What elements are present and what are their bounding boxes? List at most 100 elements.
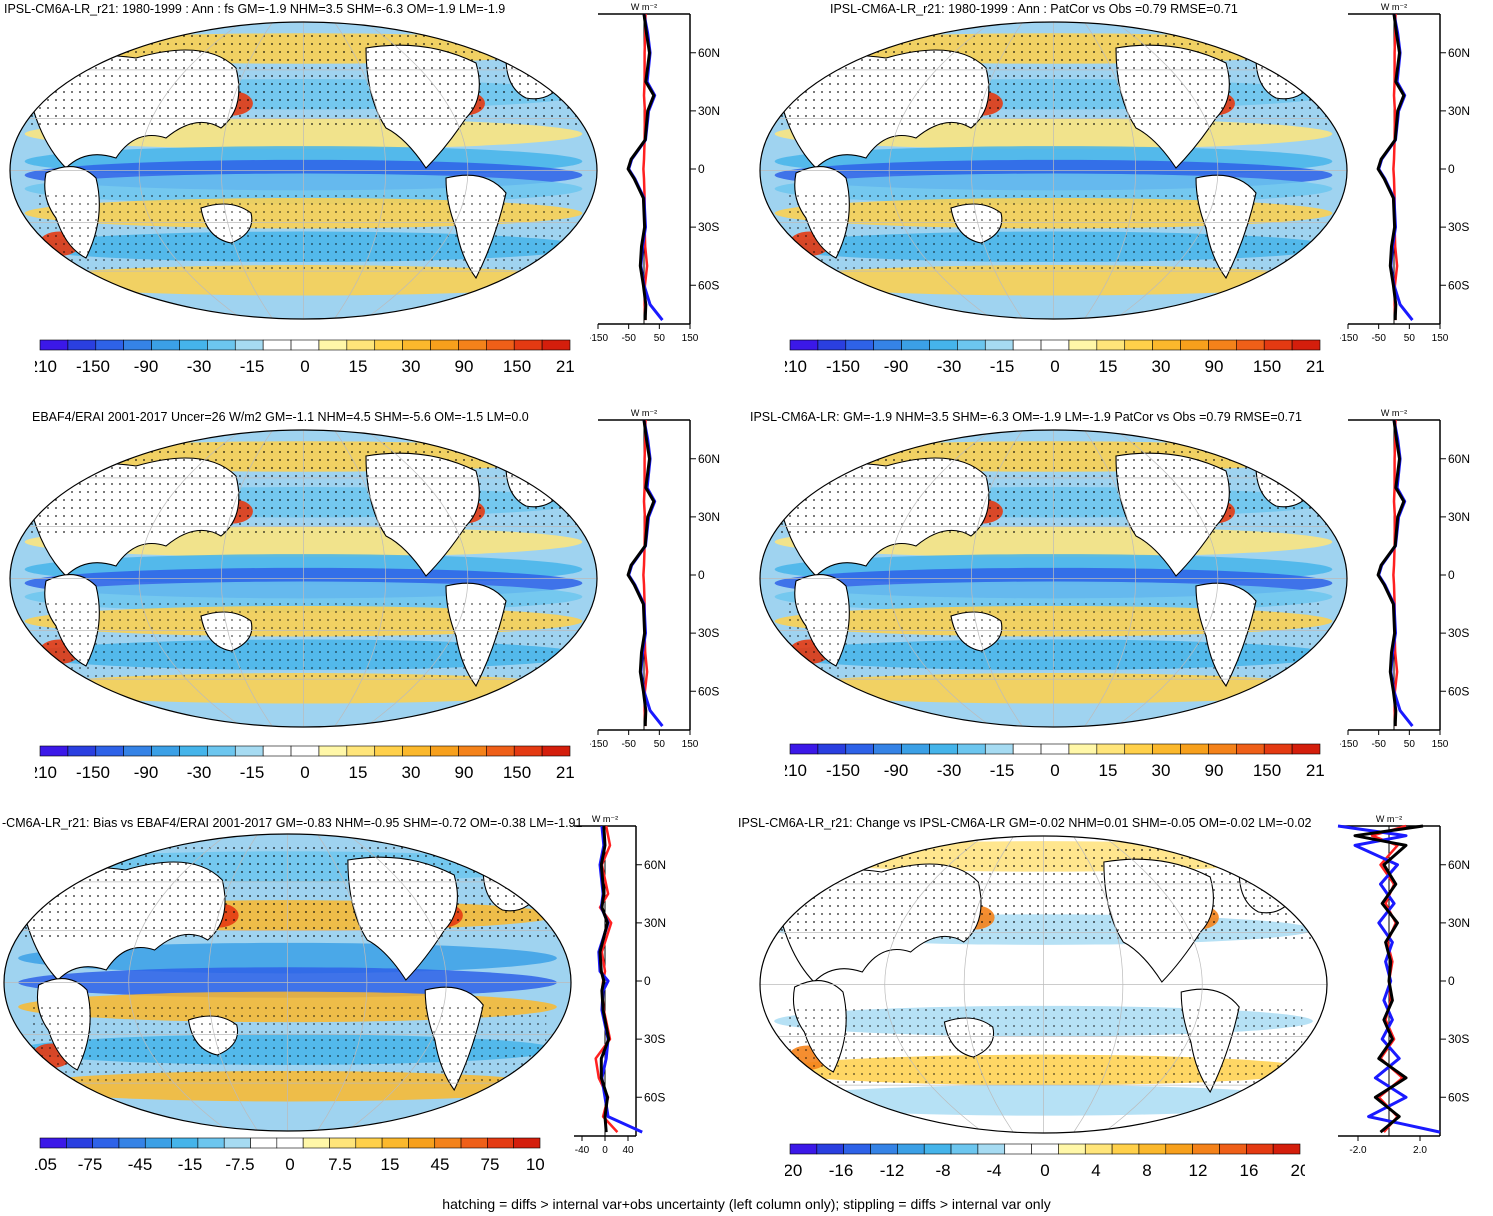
zonal-x-tick-label: 50 bbox=[1404, 333, 1416, 344]
colorbar-label: 4 bbox=[1091, 1161, 1100, 1180]
colorbar-label: 150 bbox=[503, 763, 531, 782]
zonal-lat-label: 30S bbox=[1448, 220, 1469, 234]
zonal-mean-red-line bbox=[1392, 13, 1399, 321]
colorbar-swatch bbox=[541, 745, 571, 757]
zonal-lat-label: 30N bbox=[698, 104, 720, 118]
colorbar-swatch bbox=[234, 339, 264, 351]
zonal-lat-label: 30S bbox=[698, 220, 719, 234]
colorbar-swatch bbox=[95, 745, 124, 757]
colorbar-swatch bbox=[873, 339, 902, 351]
colorbar-label: -105 bbox=[35, 1155, 57, 1174]
map-border bbox=[9, 21, 598, 320]
zonal-lat-label: 0 bbox=[1448, 568, 1455, 582]
map-panel-3 bbox=[9, 429, 598, 728]
zonal-x-tick-label: -150 bbox=[1340, 739, 1358, 750]
colorbar-label: 15 bbox=[1099, 357, 1118, 376]
colorbar-label: 12 bbox=[1189, 1161, 1208, 1180]
zonal-x-tick-label: -50 bbox=[621, 739, 636, 750]
colorbar-swatch bbox=[1291, 743, 1321, 755]
meridian-line bbox=[334, 22, 386, 319]
colorbar-label: 8 bbox=[1142, 1161, 1151, 1180]
zonal-x-tick-label: -50 bbox=[621, 333, 636, 344]
colorbar-label: -45 bbox=[128, 1155, 153, 1174]
colorbar-swatch bbox=[789, 743, 819, 755]
colorbar-swatch bbox=[302, 1137, 330, 1149]
colorbar-swatch bbox=[513, 745, 543, 757]
zonal-mean-blue-line bbox=[1337, 824, 1441, 1134]
zonal-lat-label: 0 bbox=[1448, 974, 1455, 988]
colorbar-swatch bbox=[408, 1137, 436, 1149]
colorbar-swatch bbox=[1012, 743, 1042, 755]
colorbar-label: -90 bbox=[134, 763, 159, 782]
zonal-x-tick-label: -50 bbox=[1371, 739, 1386, 750]
colorbar-swatch bbox=[1263, 743, 1293, 755]
zonal-lat-label: 30N bbox=[1448, 510, 1470, 524]
colorbar-swatch bbox=[897, 1143, 925, 1155]
colorbar-swatch bbox=[1111, 1143, 1140, 1155]
map-border bbox=[759, 835, 1328, 1134]
zonal-lat-label: 30S bbox=[1448, 626, 1469, 640]
colorbar-swatch bbox=[817, 339, 847, 351]
colorbar-swatch bbox=[346, 745, 376, 757]
zonal-mean-black-line bbox=[1353, 824, 1424, 1134]
zonal-x-tick-label: 50 bbox=[654, 739, 666, 750]
colorbar-label: 210 bbox=[1306, 761, 1325, 780]
colorbar-swatch bbox=[290, 745, 320, 757]
colorbar-label: -15 bbox=[990, 761, 1015, 780]
colorbar-swatch bbox=[67, 339, 97, 351]
colorbar-swatch bbox=[957, 339, 986, 351]
colorbar-swatch bbox=[402, 339, 431, 351]
colorbar-panel-4: -210-150-90-30-150153090150210 bbox=[785, 743, 1325, 780]
zonal-mean-black-line bbox=[626, 419, 656, 727]
meridian-line bbox=[364, 430, 468, 727]
meridian-line bbox=[1084, 22, 1136, 319]
colorbar-label: -7.5 bbox=[225, 1155, 254, 1174]
colorbar-swatch bbox=[977, 1143, 1006, 1155]
zonal-lat-label: 60N bbox=[1448, 46, 1470, 60]
zonal-x-tick-label: 50 bbox=[654, 333, 666, 344]
colorbar-label: 90 bbox=[1205, 357, 1224, 376]
colorbar-label: 90 bbox=[455, 763, 474, 782]
colorbar-swatch bbox=[1138, 1143, 1167, 1155]
meridian-line bbox=[334, 430, 386, 727]
colorbar-label: -12 bbox=[880, 1161, 905, 1180]
colorbar-swatch bbox=[1236, 743, 1265, 755]
colorbar-swatch bbox=[923, 1143, 952, 1155]
meridian-line bbox=[1114, 22, 1218, 319]
colorbar-label: -150 bbox=[76, 763, 110, 782]
zonal-lat-label: 60S bbox=[644, 1090, 665, 1104]
colorbar-swatch bbox=[1068, 339, 1098, 351]
colorbar-label: 150 bbox=[1253, 761, 1281, 780]
colorbar-label: -30 bbox=[187, 357, 212, 376]
zonal-mean-panel-3: W m⁻² 60N 30N 0 30S 60S -150 -50 50 150 bbox=[590, 408, 720, 750]
colorbar-panel-2: -210-150-90-30-150153090150210 bbox=[785, 339, 1325, 376]
colorbar-swatch bbox=[66, 1137, 93, 1149]
zonal-lat-label: 0 bbox=[698, 162, 705, 176]
colorbar-swatch bbox=[870, 1143, 898, 1155]
zonal-lat-label: 0 bbox=[698, 568, 705, 582]
colorbar-swatch bbox=[1084, 1143, 1113, 1155]
colorbar-swatch bbox=[1124, 743, 1153, 755]
meridian-line bbox=[889, 430, 993, 727]
colorbar-swatch bbox=[1068, 743, 1098, 755]
colorbar-label: 7.5 bbox=[328, 1155, 352, 1174]
zonal-x-tick-label: 50 bbox=[1404, 739, 1416, 750]
colorbar-swatch bbox=[458, 339, 487, 351]
zonal-lat-label: 60S bbox=[698, 684, 719, 698]
colorbar-label: 30 bbox=[1152, 761, 1171, 780]
colorbar-swatch bbox=[1236, 339, 1265, 351]
colorbar-swatch bbox=[458, 745, 487, 757]
zonal-lat-label: 30S bbox=[644, 1032, 665, 1046]
colorbar-swatch bbox=[845, 339, 874, 351]
meridian-line bbox=[139, 22, 243, 319]
colorbar-swatch bbox=[95, 339, 124, 351]
colorbar-swatch bbox=[901, 339, 930, 351]
colorbar-swatch bbox=[1040, 743, 1070, 755]
colorbar-panel-1: -210-150-90-30-150153090150210 bbox=[35, 339, 575, 376]
zonal-x-tick-label: -150 bbox=[590, 333, 608, 344]
colorbar-label: 20 bbox=[1291, 1161, 1305, 1180]
meridian-line bbox=[128, 834, 229, 1131]
zonal-x-tick-label: 40 bbox=[622, 1145, 634, 1156]
colorbar-swatch bbox=[1246, 1143, 1274, 1155]
panel-title: -CM6A-LR_r21: Bias vs EBAF4/ERAI 2001-20… bbox=[2, 816, 583, 830]
